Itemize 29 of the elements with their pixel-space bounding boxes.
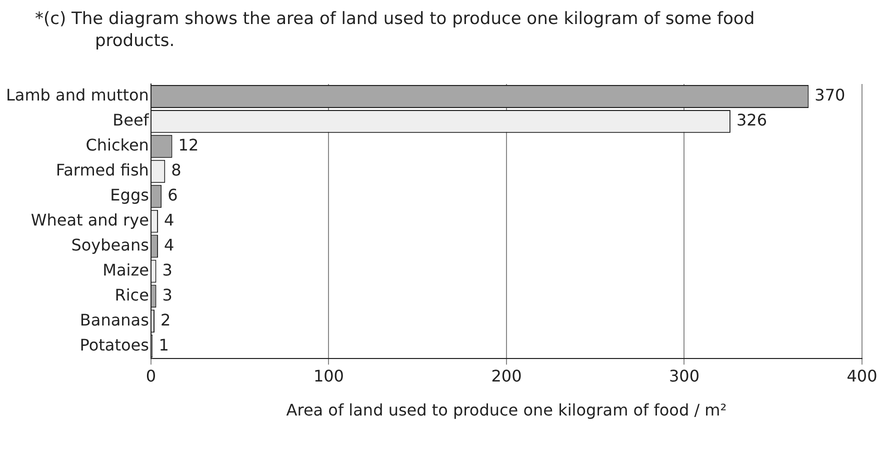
y-tick-label: Potatoes [80,335,149,354]
data-label: 326 [736,110,767,130]
data-label: 1 [158,335,169,354]
data-label: 4 [164,235,174,254]
data-label: 370 [814,86,846,105]
data-label: 2 [160,310,171,330]
data-label: 6 [168,185,178,204]
data-label: 3 [162,260,172,280]
y-tick-label: Soybeans [71,235,149,254]
x-tick-label: 100 [313,366,344,386]
x-tick-label: 400 [846,366,878,386]
y-tick-label: Eggs [110,185,149,204]
y-tick-label: Farmed fish [56,160,149,180]
y-tick-label: Lamb and mutton [6,86,149,105]
data-label: 3 [162,285,172,304]
data-label: 4 [164,210,174,230]
y-tick-label: Maize [102,260,149,280]
chart-title: *(c) The diagram shows the area of land used to produce one kilogram of some food products. [35,8,756,52]
y-tick-label: Beef [112,110,150,130]
y-tick-label: Chicken [86,136,149,155]
x-tick-label: 200 [491,366,522,386]
y-tick-label: Bananas [80,310,149,330]
data-label: 8 [171,160,182,180]
y-tick-label: Wheat and rye [30,210,149,230]
x-tick-label: 300 [668,366,700,386]
data-label: 12 [178,136,199,155]
y-tick-label: Rice [114,285,149,304]
x-tick-label: 0 [146,366,156,386]
x-axis-title: Area of land used to produce one kilogram of food / m² [286,400,727,420]
